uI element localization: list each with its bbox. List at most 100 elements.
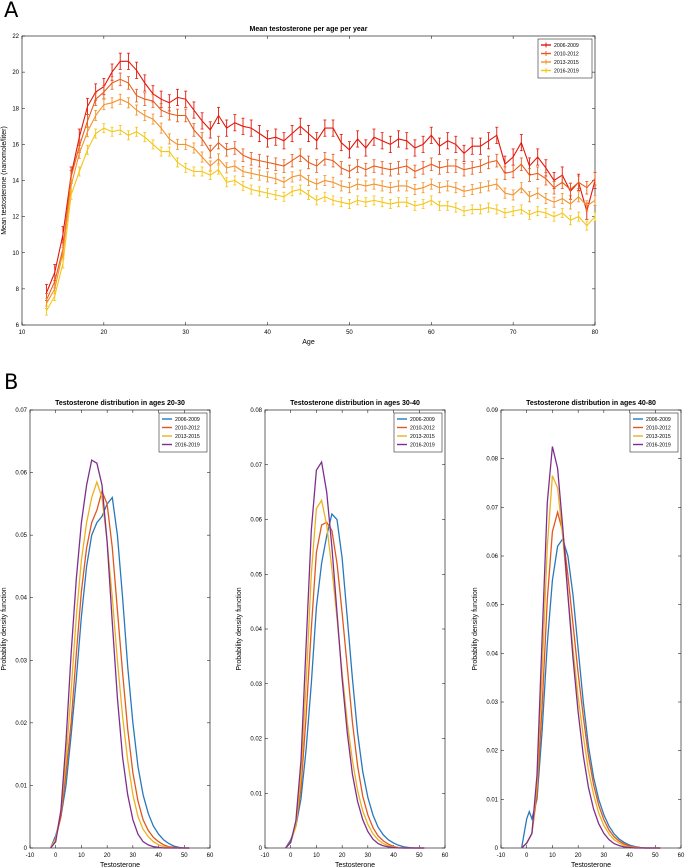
series-2016-2019: [50, 459, 190, 849]
legend-label: 2010-2012: [554, 52, 579, 58]
x-tick-label: 40: [626, 853, 633, 859]
y-tick-label: 0.07: [15, 408, 27, 414]
x-tick-label: 10: [19, 330, 26, 336]
legend-label: 2013-2015: [410, 434, 435, 440]
series-line: [46, 127, 596, 311]
y-tick-label: 0.06: [486, 554, 498, 560]
legend-label: 2013-2015: [175, 434, 200, 440]
chart-b1: -10 0 10 20 30 40 50 6000.010.020.030.040.050.0…: [1, 400, 214, 868]
y-tick-label: 6: [16, 323, 20, 329]
legend: 2006-2009 2010-2012 2013-2015 2016-2019: [629, 412, 679, 453]
y-axis-label: Mean testosterone (nanomole/liter): [1, 126, 8, 235]
x-tick-label: 40: [390, 853, 397, 859]
x-tick-label: 40: [155, 853, 162, 859]
legend-label: 2006-2009: [410, 417, 435, 423]
x-tick-label: -10: [497, 853, 506, 859]
chart-title: Testosterone distribution in ages 40-80: [526, 400, 656, 407]
y-tick-label: 0.02: [15, 721, 27, 727]
series-2006-2009: [45, 52, 597, 302]
legend: 2006-2009 2010-2012 2013-2015 2016-2019: [537, 38, 593, 79]
chart-b3: -10 0 10 20 30 40 50 6000.010.020.030.040.050.0…: [472, 400, 685, 868]
x-tick-label: -10: [261, 853, 270, 859]
series-line: [50, 479, 190, 849]
y-tick-label: 0: [495, 846, 499, 852]
legend-label: 2010-2012: [175, 426, 200, 432]
x-tick-label: 0: [289, 853, 293, 859]
series-line: [49, 496, 190, 849]
x-tick-label: 60: [207, 853, 214, 859]
series-line: [46, 78, 596, 300]
y-axis-label: Probability density function: [236, 587, 243, 670]
series-2016-2019: [521, 446, 661, 849]
series-2006-2009: [49, 496, 190, 849]
series-2013-2015: [45, 93, 597, 309]
x-tick-label: 40: [264, 330, 271, 336]
series-2016-2019: [285, 460, 425, 849]
y-tick-label: 0.01: [15, 783, 27, 789]
y-tick-label: 22: [12, 34, 19, 40]
x-axis-label: Age: [302, 339, 315, 346]
y-tick-label: 0.01: [486, 797, 498, 803]
y-tick-label: 0.02: [250, 737, 262, 743]
y-tick-label: 0.05: [15, 533, 27, 539]
y-tick-label: 0.04: [250, 627, 262, 633]
y-tick-label: 8: [16, 287, 20, 293]
y-tick-label: 14: [12, 179, 19, 185]
chart-a: 10 20 30 40 50 60 70 80 6 8 10 12 14 16 18 20 22 Mean tes…: [1, 26, 599, 346]
y-tick-label: 0.06: [250, 518, 262, 524]
legend-label: 2006-2009: [554, 43, 579, 49]
series-line: [46, 98, 596, 304]
y-tick-label: 0.05: [250, 572, 262, 578]
x-tick-label: 30: [365, 853, 372, 859]
legend: 2006-2009 2010-2012 2013-2015 2016-2019: [158, 412, 208, 453]
series-line: [50, 489, 190, 849]
y-tick-label: 10: [12, 251, 19, 257]
x-tick-label: 80: [592, 330, 599, 336]
x-tick-label: 30: [601, 853, 608, 859]
x-tick-label: 10: [78, 853, 85, 859]
x-tick-label: 60: [678, 853, 685, 859]
panel-label-b: B: [4, 370, 19, 394]
series-2006-2009: [285, 512, 425, 849]
x-tick-label: 60: [428, 330, 435, 336]
legend-label: 2006-2009: [175, 417, 200, 423]
series-2016-2019: [45, 123, 597, 316]
plot-area: [264, 409, 446, 849]
series-2013-2015: [50, 479, 190, 849]
legend-label: 2016-2019: [410, 443, 435, 449]
x-tick-label: 0: [54, 853, 58, 859]
series-line: [521, 446, 661, 849]
x-tick-label: 20: [104, 853, 111, 859]
y-tick-label: 0.06: [15, 471, 27, 477]
y-tick-label: 0.07: [486, 505, 498, 511]
y-tick-label: 0.03: [486, 700, 498, 706]
x-tick-label: 20: [101, 330, 108, 336]
legend-label: 2013-2015: [646, 434, 671, 440]
y-tick-label: 0.01: [250, 791, 262, 797]
y-tick-label: 0.08: [486, 457, 498, 463]
legend-label: 2016-2019: [175, 443, 200, 449]
series-line: [285, 512, 425, 849]
legend-label: 2010-2012: [410, 426, 435, 432]
panel-label-a: A: [4, 0, 19, 22]
y-tick-label: 16: [12, 142, 19, 148]
y-tick-label: 0: [259, 846, 263, 852]
y-tick-label: 0.05: [486, 603, 498, 609]
chart-title: Testosterone distribution in ages 20-30: [55, 400, 185, 407]
y-tick-label: 20: [12, 70, 19, 76]
legend-label: 2006-2009: [646, 417, 671, 423]
x-tick-label: 50: [181, 853, 188, 859]
x-tick-label: 20: [575, 853, 582, 859]
chart-title: Mean testosterone per age per year: [250, 26, 368, 33]
legend: 2006-2009 2010-2012 2013-2015 2016-2019: [393, 412, 443, 453]
y-tick-label: 0.03: [250, 682, 262, 688]
x-tick-label: 10: [313, 853, 320, 859]
x-axis-label: Testosterone: [100, 862, 140, 868]
legend-label: 2016-2019: [554, 69, 579, 75]
y-tick-label: 12: [12, 215, 19, 221]
legend-label: 2016-2019: [646, 443, 671, 449]
x-tick-label: 50: [416, 853, 423, 859]
x-tick-label: 30: [130, 853, 137, 859]
legend-label: 2010-2012: [646, 426, 671, 432]
